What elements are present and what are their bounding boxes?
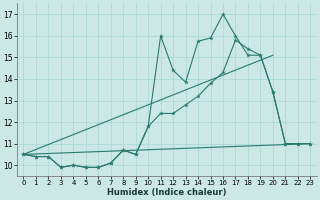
X-axis label: Humidex (Indice chaleur): Humidex (Indice chaleur) — [107, 188, 227, 197]
